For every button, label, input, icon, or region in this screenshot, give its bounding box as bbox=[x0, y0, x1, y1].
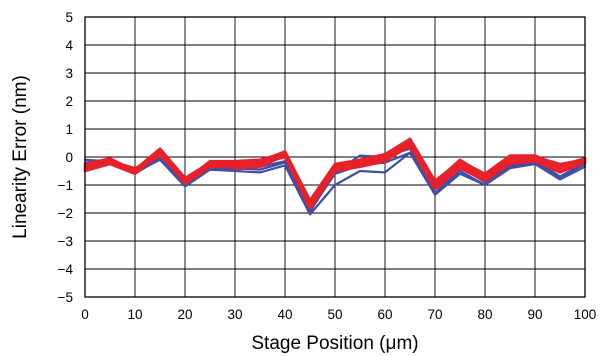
plot-frame bbox=[84, 16, 586, 298]
x-tick-label: 0 bbox=[81, 307, 89, 322]
y-tick-label: 4 bbox=[65, 38, 73, 53]
y-tick-label: 5 bbox=[65, 10, 73, 25]
y-tick-label: −1 bbox=[58, 178, 73, 193]
y-tick-label: −2 bbox=[58, 206, 73, 221]
y-axis-title: Linearity Error (nm) bbox=[10, 75, 31, 239]
y-tick-label: −4 bbox=[58, 262, 74, 277]
y-tick-label: −3 bbox=[58, 234, 73, 249]
red-series-line-5 bbox=[83, 140, 587, 206]
x-tick-label: 80 bbox=[477, 307, 492, 322]
y-tick-label: 1 bbox=[65, 122, 73, 137]
x-tick-label: 30 bbox=[227, 307, 242, 322]
x-tick-label: 60 bbox=[377, 307, 392, 322]
x-tick-label: 100 bbox=[574, 307, 597, 322]
x-tick-label: 20 bbox=[177, 307, 192, 322]
y-tick-label: 0 bbox=[65, 150, 73, 165]
y-tick-label: −5 bbox=[58, 290, 73, 305]
red-series-line-8 bbox=[83, 145, 587, 205]
series-lines bbox=[83, 137, 587, 216]
x-tick-label: 10 bbox=[127, 307, 142, 322]
x-axis-title: Stage Position (μm) bbox=[251, 333, 418, 354]
y-tick-label: 3 bbox=[65, 66, 73, 81]
x-tick-label: 40 bbox=[277, 307, 292, 322]
y-tick-label: 2 bbox=[65, 94, 73, 109]
x-tick-label: 70 bbox=[427, 307, 442, 322]
x-tick-label: 90 bbox=[527, 307, 542, 322]
blue-series-line-2 bbox=[83, 151, 587, 212]
x-tick-label: 50 bbox=[327, 307, 342, 322]
